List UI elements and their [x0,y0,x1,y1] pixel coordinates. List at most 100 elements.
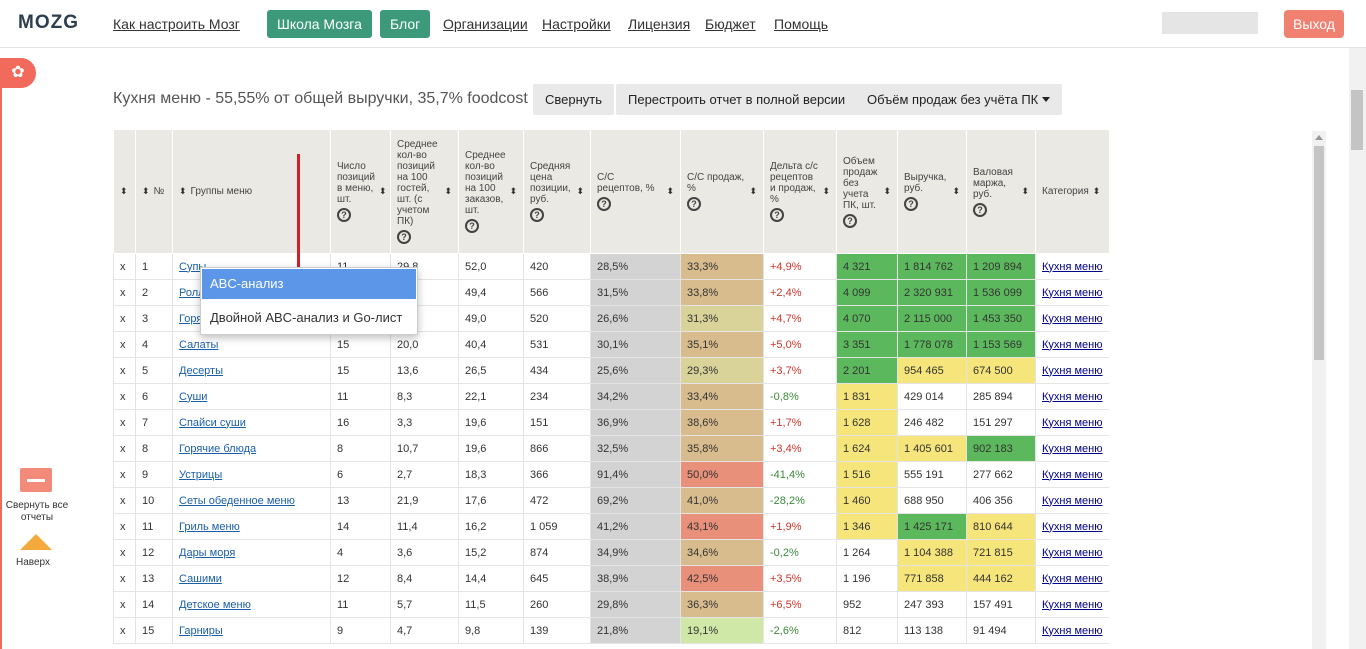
nav-link-budget[interactable]: Бюджет [705,16,756,32]
category-link-cell[interactable]: Кухня меню [1035,539,1109,566]
menu-group-link[interactable]: Устрицы [179,468,223,481]
category-link-cell[interactable]: Кухня меню [1035,331,1109,358]
table-scrollbar-thumb[interactable] [1314,146,1324,360]
remove-row-button-cell[interactable]: x [113,591,136,618]
category-link[interactable]: Кухня меню [1042,442,1103,455]
menu-item-double-abc-analysis[interactable]: Двойной ABC-анализ и Go-лист [210,310,403,325]
help-icon[interactable]: ? [337,208,351,222]
help-icon[interactable]: ? [770,208,784,222]
help-icon[interactable]: ? [465,219,479,233]
help-icon[interactable]: ? [843,213,857,228]
category-link-cell[interactable]: Кухня меню [1035,383,1109,410]
menu-group-link-cell[interactable]: Горячие блюда [172,435,331,462]
category-link[interactable]: Кухня меню [1042,260,1103,273]
remove-row-button-cell[interactable]: x [113,409,136,436]
page-scrollbar[interactable] [1349,48,1366,649]
sort-icon[interactable]: ⬍ [179,186,187,196]
category-link[interactable]: Кухня меню [1042,286,1103,299]
column-header-0[interactable]: ⬍ [113,129,136,254]
menu-group-link-cell[interactable]: Салаты [172,331,331,358]
category-link-cell[interactable]: Кухня меню [1035,565,1109,592]
scroll-up-label[interactable]: Наверх [16,557,50,568]
sort-icon[interactable]: ⬍ [749,186,757,196]
menu-group-link[interactable]: Дары моря [179,546,236,559]
nav-link-how-to-setup[interactable]: Как настроить Мозг [113,16,240,32]
menu-group-link-cell[interactable]: Сеты обеденное меню [172,487,331,514]
sort-icon[interactable]: ⬍ [378,186,387,196]
category-link-cell[interactable]: Кухня меню [1035,487,1109,514]
nav-button-brain-school[interactable]: Школа Мозга [267,10,372,38]
column-header-9[interactable]: Дельта с/с рецептов и продаж, %? ⬍ [763,129,837,254]
column-header-3[interactable]: Число позиций в меню, шт.? ⬍ [330,129,391,254]
collapse-all-icon[interactable] [20,468,52,492]
remove-row-button-cell[interactable]: x [113,383,136,410]
nav-link-license[interactable]: Лицензия [628,16,691,32]
nav-link-settings[interactable]: Настройки [542,16,611,32]
menu-group-link[interactable]: Сеты обеденное меню [179,494,295,507]
column-header-8[interactable]: С/С продаж, %? ⬍ [680,129,764,254]
category-link[interactable]: Кухня меню [1042,338,1103,351]
menu-group-link[interactable]: Гриль меню [179,520,240,533]
remove-row-button-cell[interactable]: x [113,461,136,488]
nav-link-help[interactable]: Помощь [774,16,829,32]
remove-row-button-cell[interactable]: x [113,435,136,462]
column-header-5[interactable]: Среднее кол-во позиций на 100 заказов, ш… [458,129,524,254]
menu-item-abc-analysis[interactable]: ABC-анализ [202,269,416,299]
menu-group-link-cell[interactable]: Детское меню [172,591,331,618]
sort-icon[interactable]: ⬍ [952,186,960,196]
menu-group-link-cell[interactable]: Гарниры [172,617,331,644]
sort-icon[interactable]: ⬍ [1021,186,1029,196]
help-icon[interactable]: ? [904,197,918,211]
menu-group-link-cell[interactable]: Дары моря [172,539,331,566]
remove-row-button-cell[interactable]: x [113,565,136,592]
category-link[interactable]: Кухня меню [1042,572,1103,585]
category-link-cell[interactable]: Кухня меню [1035,435,1109,462]
sort-icon[interactable]: ⬍ [822,186,830,196]
category-link[interactable]: Кухня меню [1042,546,1103,559]
brain-icon[interactable]: ✿ [0,58,36,88]
category-link-cell[interactable]: Кухня меню [1035,461,1109,488]
menu-group-link-cell[interactable]: Спайси суши [172,409,331,436]
category-link-cell[interactable]: Кухня меню [1035,409,1109,436]
menu-group-link[interactable]: Супы [179,260,207,273]
column-header-6[interactable]: Средняя цена позиции, руб.? ⬍ [523,129,591,254]
remove-row-button-cell[interactable]: x [113,305,136,332]
category-link[interactable]: Кухня меню [1042,390,1103,403]
remove-row-button-cell[interactable]: x [113,513,136,540]
category-link[interactable]: Кухня меню [1042,468,1103,481]
sort-icon[interactable]: ⬍ [142,186,150,196]
nav-link-organizations[interactable]: Организации [443,16,528,32]
category-link-cell[interactable]: Кухня меню [1035,279,1109,306]
category-link-cell[interactable]: Кухня меню [1035,513,1109,540]
rebuild-full-report-button[interactable]: Перестроить отчет в полной версии [616,84,858,115]
category-link-cell[interactable]: Кухня меню [1035,305,1109,332]
sort-icon[interactable]: ⬍ [1092,186,1101,196]
category-link[interactable]: Кухня меню [1042,364,1103,377]
remove-row-button-cell[interactable]: x [113,253,136,280]
category-link[interactable]: Кухня меню [1042,598,1103,611]
menu-group-link[interactable]: Сашими [179,572,222,585]
help-icon[interactable]: ? [397,230,411,244]
collapse-all-label[interactable]: Свернуть все отчеты [5,500,69,523]
sales-volume-dropdown[interactable]: Объём продаж без учёта ПК [855,84,1063,115]
remove-row-button-cell[interactable]: x [113,331,136,358]
menu-group-link[interactable]: Суши [179,390,208,403]
menu-group-link[interactable]: Горячие блюда [179,442,257,455]
mozg-logo[interactable]: MOZG [18,12,79,33]
nav-button-blog[interactable]: Блог [380,10,431,38]
category-link[interactable]: Кухня меню [1042,624,1103,637]
column-header-2[interactable]: ⬍ Группы меню [172,129,331,254]
help-icon[interactable]: ? [530,208,544,222]
remove-row-button-cell[interactable]: x [113,617,136,644]
sort-icon[interactable]: ⬍ [444,186,452,196]
help-icon[interactable]: ? [687,197,701,211]
category-link-cell[interactable]: Кухня меню [1035,617,1109,644]
page-scrollbar-thumb[interactable] [1351,90,1363,150]
menu-group-link[interactable]: Спайси суши [179,416,246,429]
menu-group-link-cell[interactable]: Десерты [172,357,331,384]
column-header-7[interactable]: С/С рецептов, %? ⬍ [590,129,681,254]
help-icon[interactable]: ? [973,202,987,217]
menu-group-link-cell[interactable]: Суши [172,383,331,410]
help-icon[interactable]: ? [597,197,611,211]
category-link[interactable]: Кухня меню [1042,494,1103,507]
